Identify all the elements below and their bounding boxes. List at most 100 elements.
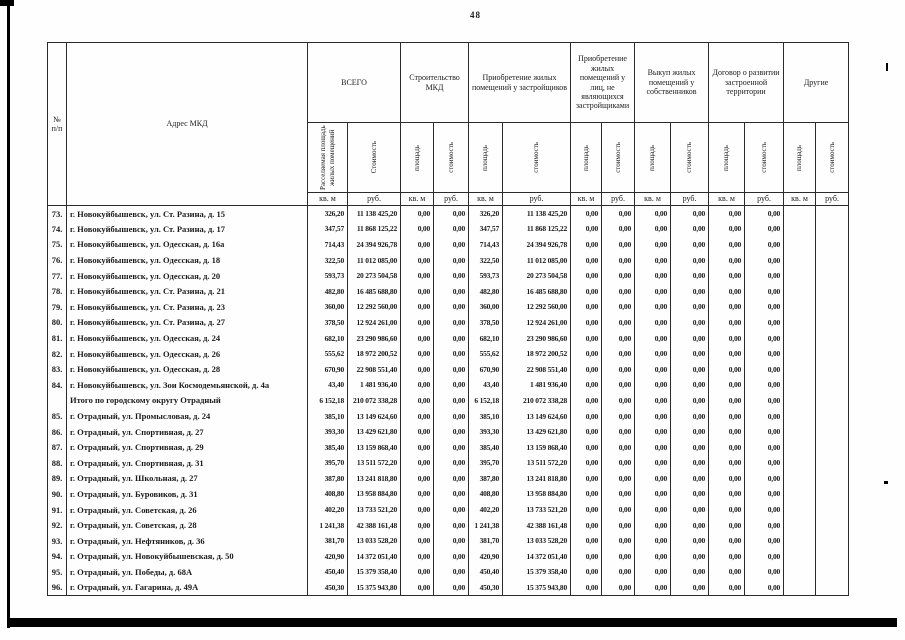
sub-header-label: стоимость [613,142,622,173]
sub-header-label: стоимость [685,142,694,173]
row-num: 87. [47,439,67,455]
row-value: 0,00 [634,345,672,362]
row-value: 0,00 [634,579,672,596]
sub-header-label: площадь [412,144,421,171]
row-value: 0,00 [634,486,672,502]
row-value [815,517,850,533]
unit-label-cost: руб. [433,192,470,206]
table-row: 89. г. Отрадный, ул. Школьная, д. 27 387… [47,470,850,487]
sub-header-label: Расселяемая площадь жилых помещений [318,125,336,190]
row-value: 0,00 [400,470,435,487]
row-value: 0,00 [634,517,672,533]
row-value: 0,00 [708,330,746,346]
row-value: 0,00 [570,470,603,487]
row-value: 0,00 [744,361,785,378]
row-value [815,408,850,424]
table-row: 83. г. Новокуйбышевск, ул. Одесская, д. … [47,361,850,378]
row-value [815,501,850,518]
row-value: 0,00 [601,314,636,331]
row-value: 23 290 986,60 [346,330,402,346]
sub-header-label: стоимость [532,142,541,173]
row-value: 24 394 926,78 [502,236,572,253]
unit-label-cost: руб. [670,192,710,206]
row-value: 0,00 [670,486,710,502]
row-value: 381,70 [307,532,348,549]
row-value: 0,00 [744,283,785,300]
row-value: 1 481 936,40 [346,377,402,393]
row-value: 0,00 [634,423,672,440]
row-value: 0,00 [570,564,603,580]
row-value: 0,00 [744,314,785,331]
row-value: 0,00 [400,548,435,565]
row-num: 93. [47,532,67,549]
sub-header-label: стоимость [827,142,836,173]
row-value: 12 924 261,00 [346,314,402,331]
row-value: 385,40 [468,439,504,455]
row-value: 23 290 986,60 [502,330,572,346]
unit-label-cost: руб. [744,192,785,206]
row-address: г. Отрадный, ул. Советская, д. 26 [66,501,308,518]
row-value: 0,00 [601,486,636,502]
row-value: 593,73 [468,267,504,284]
row-value: 0,00 [670,579,710,596]
row-value: 16 485 688,80 [346,283,402,300]
row-value: 0,00 [708,579,746,596]
row-value: 0,00 [670,267,710,284]
col-header-address: Адрес МКД [66,42,308,206]
row-value: 0,00 [400,283,435,300]
row-value: 0,00 [634,532,672,549]
row-value: 482,80 [307,283,348,300]
row-value: 0,00 [634,408,672,424]
row-value: 0,00 [634,392,672,409]
row-value: 42 388 161,48 [502,517,572,533]
row-value: 0,00 [670,330,710,346]
row-value: 0,00 [634,330,672,346]
row-value [815,252,850,268]
row-value [783,377,817,393]
row-address: г. Отрадный, ул. Спортивная, д. 29 [66,439,308,455]
row-value: 0,00 [433,517,470,533]
header-units-row: кв. м руб. кв. м руб. кв. м руб. кв. м р… [48,192,850,206]
row-address: г. Отрадный, ул. Новокуйбышевская, д. 50 [66,548,308,565]
table-header: № п/п Адрес МКД ВСЕГО Строительство МКД … [47,42,850,206]
row-value: 0,00 [744,501,785,518]
row-value: 682,10 [468,330,504,346]
row-value: 0,00 [570,267,603,284]
row-value: 18 972 200,52 [502,345,572,362]
table-row: 92. г. Отрадный, ул. Советская, д. 28 1 … [47,517,850,533]
row-value: 0,00 [708,408,746,424]
row-value: 0,00 [744,548,785,565]
row-value: 0,00 [744,564,785,580]
scan-artifact-edge-speck [884,481,888,484]
row-value: 0,00 [601,361,636,378]
row-value: 0,00 [634,252,672,268]
row-address: г. Новокуйбышевск, ул. Зои Космодемьянск… [66,377,308,393]
row-value: 0,00 [400,517,435,533]
row-value: 14 372 051,40 [346,548,402,565]
row-value: 0,00 [400,455,435,471]
row-value [783,345,817,362]
row-value: 15 375 943,80 [502,579,572,596]
row-value: 0,00 [708,377,746,393]
row-value: 0,00 [708,205,746,222]
row-value: 395,70 [468,455,504,471]
row-value: 0,00 [670,345,710,362]
row-value: 11 138 425,20 [502,205,572,222]
row-value: 11 138 425,20 [346,205,402,222]
group-header-development-agreement: Договор о развитии застроенной территори… [708,42,785,123]
row-value: 0,00 [708,361,746,378]
unit-label-area: кв. м [400,192,435,206]
row-num: 91. [47,501,67,518]
row-address: г. Новокуйбышевск, ул. Одесская, д. 24 [66,330,308,346]
row-num: 79. [47,299,67,315]
row-address: г. Отрадный, ул. Спортивная, д. 27 [66,423,308,440]
row-num: 88. [47,455,67,471]
row-value: 0,00 [400,314,435,331]
row-value: 0,00 [744,267,785,284]
row-value: 0,00 [708,299,746,315]
row-num: 75. [47,236,67,253]
row-value: 347,57 [307,221,348,237]
row-value: 14 372 051,40 [502,548,572,565]
row-value: 0,00 [433,532,470,549]
row-value: 0,00 [744,517,785,533]
